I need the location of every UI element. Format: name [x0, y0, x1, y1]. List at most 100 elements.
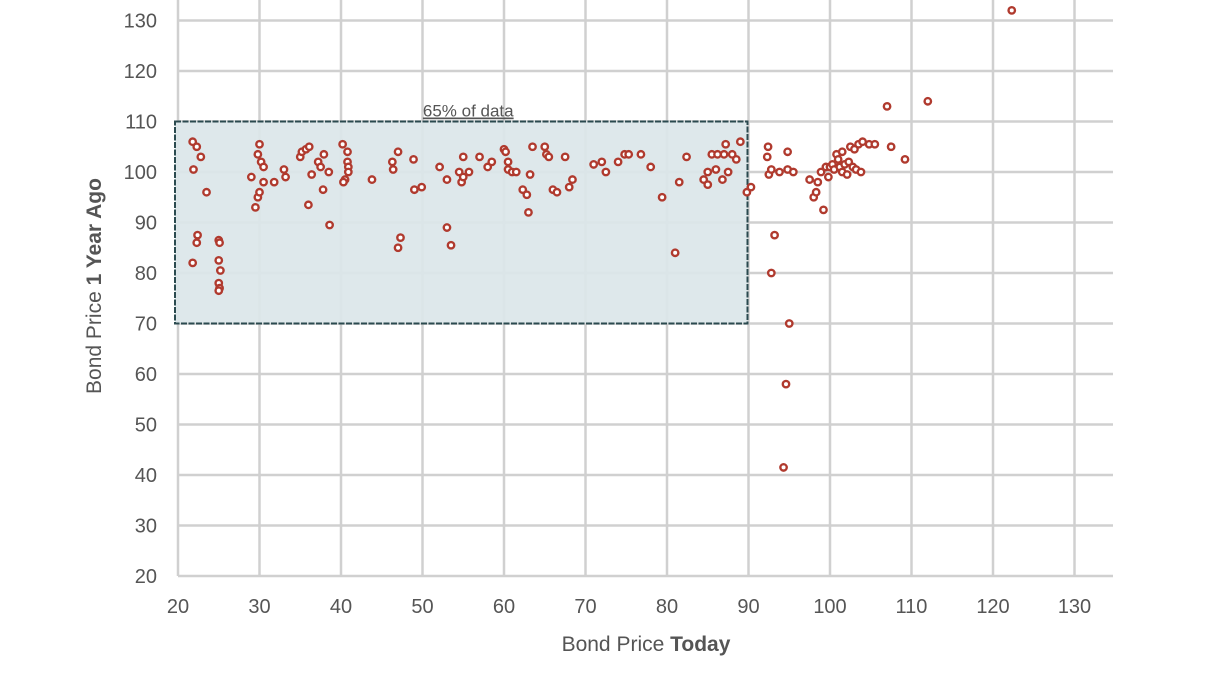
data-point	[304, 142, 314, 152]
y-axis-title: Bond Price 1 Year Ago	[83, 178, 106, 394]
data-point	[781, 379, 791, 389]
data-point	[601, 167, 611, 177]
data-point	[721, 139, 731, 149]
data-point	[215, 238, 224, 248]
data-point	[269, 177, 279, 187]
data-point	[775, 167, 784, 177]
data-point	[923, 96, 933, 106]
data-point	[682, 152, 691, 162]
data-point	[281, 172, 290, 182]
x-tick-label: 40	[330, 596, 352, 618]
data-point	[188, 258, 198, 268]
data-point	[319, 149, 329, 159]
data-point	[325, 220, 334, 230]
data-point	[784, 319, 794, 328]
data-point	[837, 147, 847, 157]
data-point	[763, 142, 773, 152]
data-point	[393, 243, 403, 253]
data-point	[770, 230, 779, 240]
data-point	[723, 167, 733, 177]
data-point	[501, 147, 511, 157]
data-point	[674, 177, 684, 187]
data-point	[711, 165, 721, 174]
data-point	[816, 167, 826, 177]
data-point	[193, 230, 202, 240]
x-axis-title: Bond Price Today	[562, 633, 731, 656]
data-point	[214, 286, 224, 296]
data-point	[255, 187, 264, 197]
y-tick-label: 100	[124, 162, 157, 184]
data-point	[202, 187, 211, 197]
data-point	[251, 202, 260, 212]
data-point	[442, 223, 452, 232]
data-point	[214, 255, 224, 265]
x-tick-label: 110	[896, 596, 928, 618]
data-point	[503, 157, 513, 167]
data-point	[388, 165, 398, 174]
data-point	[766, 268, 776, 278]
y-tick-label: 110	[125, 112, 157, 134]
y-tick-label: 130	[124, 11, 157, 33]
data-point	[657, 192, 667, 202]
y-tick-label: 40	[135, 465, 157, 487]
y-tick-label: 50	[135, 415, 157, 437]
data-point	[253, 149, 263, 159]
data-point	[762, 152, 772, 162]
y-tick-label: 60	[135, 364, 157, 386]
x-tick-label: 90	[737, 596, 759, 618]
y-tick-label: 90	[135, 213, 157, 235]
data-point	[442, 175, 452, 184]
y-tick-label: 70	[135, 314, 157, 336]
x-tick-label: 30	[248, 596, 270, 618]
x-tick-label: 130	[1058, 596, 1091, 618]
data-point	[819, 205, 828, 215]
data-point	[435, 162, 445, 172]
data-point	[805, 175, 815, 184]
x-axis-ticks: 20 30 40 50 60 70 80 90 100 110 120 130	[167, 596, 1091, 618]
x-tick-label: 60	[493, 596, 515, 618]
highlight-region-label: 65% of data	[423, 102, 514, 121]
y-tick-label: 80	[135, 263, 157, 285]
data-point	[387, 157, 397, 167]
data-point	[511, 167, 521, 177]
y-tick-label: 20	[135, 566, 157, 588]
data-point	[464, 167, 474, 177]
data-point	[339, 177, 348, 187]
data-point	[886, 142, 896, 152]
x-tick-label: 80	[656, 596, 678, 618]
data-point	[718, 175, 727, 184]
y-axis-ticks: 20 30 40 50 60 70 80 90 100 110 120 130	[124, 11, 157, 589]
data-point	[475, 152, 484, 162]
data-point	[833, 154, 843, 164]
data-point	[192, 238, 202, 248]
data-point	[719, 149, 729, 159]
data-point	[823, 172, 833, 182]
data-point	[589, 160, 599, 169]
data-point	[564, 182, 574, 192]
data-point	[856, 167, 866, 177]
data-point	[279, 165, 289, 174]
data-point	[670, 248, 680, 258]
data-point	[487, 157, 497, 167]
data-point	[417, 182, 427, 192]
data-point	[703, 167, 713, 177]
data-point	[568, 175, 577, 184]
x-tick-label: 20	[167, 596, 189, 618]
data-point	[192, 142, 202, 152]
data-point	[1007, 5, 1017, 15]
data-point	[731, 154, 741, 164]
data-point	[246, 172, 256, 182]
data-point	[703, 180, 713, 190]
data-point	[367, 175, 377, 184]
x-tick-label: 120	[976, 596, 1009, 618]
x-tick-label: 70	[574, 596, 596, 618]
data-point	[307, 170, 317, 179]
data-point	[458, 172, 468, 182]
y-tick-label: 120	[124, 61, 157, 83]
data-point	[783, 147, 793, 157]
data-point	[540, 142, 550, 152]
data-point	[259, 177, 268, 187]
data-point	[900, 154, 910, 164]
data-point	[552, 187, 562, 197]
